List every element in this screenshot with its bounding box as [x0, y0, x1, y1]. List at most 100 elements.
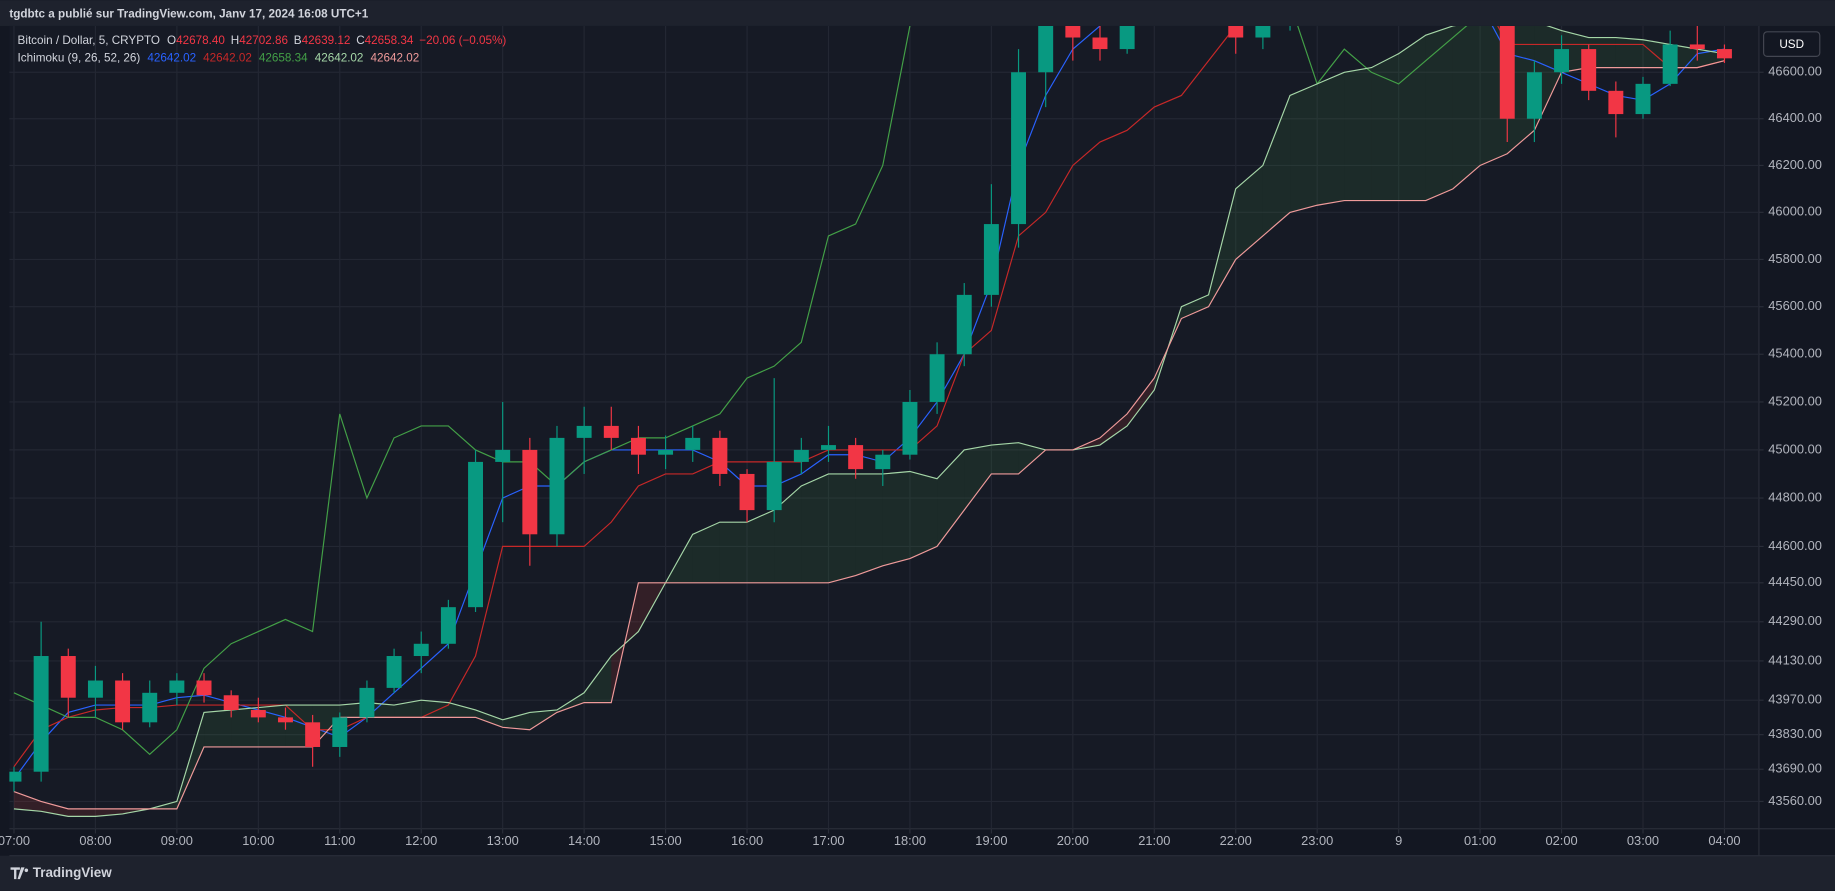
candle-body: [115, 680, 131, 723]
cloud-segment: [421, 700, 449, 718]
cloud-segment: [719, 522, 748, 583]
x-tick-label: 22:00: [1220, 833, 1252, 848]
cloud-segment: [584, 656, 612, 703]
axes: 43560.00 43690.00 43830.00 43970.00 44130.00…: [0, 64, 1822, 848]
candle-body: [1662, 44, 1678, 84]
indicator-name: Ichimoku (9, 26, 52, 26): [18, 52, 141, 65]
candle-body: [929, 354, 945, 402]
cloud-segment: [1371, 53, 1399, 201]
candle-body: [33, 656, 49, 772]
ohlc-value: 42678.40: [176, 34, 225, 47]
y-tick-label: 46600.00: [1768, 64, 1822, 79]
x-tick-label: 23:00: [1301, 833, 1333, 848]
x-tick-label: 20:00: [1057, 833, 1089, 848]
candle-body: [495, 449, 511, 462]
y-tick-label: 46400.00: [1768, 110, 1822, 125]
top-bar: [0, 0, 1835, 26]
currency-label[interactable]: USD: [1779, 38, 1804, 51]
indicator-value: 42642.02: [203, 52, 252, 65]
candle-body: [223, 695, 239, 711]
y-tick-label: 45800.00: [1768, 251, 1822, 266]
cloud-segment: [13, 791, 42, 812]
x-tick-label: 18:00: [894, 833, 926, 848]
cloud-segment: [502, 712, 530, 730]
cloud-segment: [991, 442, 1019, 474]
cloud-segment: [1615, 37, 1643, 68]
y-tick-label: 46000.00: [1768, 204, 1822, 219]
cloud-segment: [1398, 35, 1426, 201]
cloud-segment: [1208, 188, 1236, 307]
cloud-segment: [1018, 442, 1046, 474]
ohlc-value: 42639.12: [302, 34, 351, 47]
y-tick-label: 45000.00: [1768, 441, 1822, 456]
y-tick-label: 43690.00: [1768, 761, 1822, 776]
candle-body: [305, 722, 321, 747]
cloud-segment: [692, 522, 720, 583]
y-tick-label: 45400.00: [1768, 346, 1822, 361]
candle-body: [359, 687, 375, 718]
indicator-line: [13, 25, 1725, 768]
cloud-segment: [204, 710, 232, 747]
cloud-segment: [394, 700, 422, 718]
grid: [9, 25, 1759, 829]
cloud-segment: [231, 707, 259, 747]
candle-body: [1255, 25, 1271, 38]
x-tick-label: 19:00: [975, 833, 1007, 848]
cloud-segment: [1452, 25, 1481, 189]
cloud-segment: [1290, 83, 1318, 213]
candle-body: [250, 710, 266, 718]
publish-header: tgdbtc a publié sur TradingView.com, Jan…: [9, 7, 368, 20]
candle-body: [1689, 44, 1705, 50]
candle-body: [196, 680, 212, 696]
y-tick-label: 44130.00: [1768, 652, 1822, 667]
cloud-segment: [41, 801, 69, 817]
x-tick-label: 07:00: [0, 833, 30, 848]
x-tick-label: 09:00: [161, 833, 193, 848]
candle-body: [278, 717, 293, 723]
candle-body: [848, 445, 864, 470]
cloud-segment: [774, 485, 802, 583]
x-tick-label: 01:00: [1464, 833, 1496, 848]
ohlc-key: H: [231, 34, 239, 47]
symbol-name: Bitcoin / Dollar, 5, CRYPTO: [18, 34, 160, 47]
indicator-value: 42642.02: [315, 52, 364, 65]
candle-body: [739, 473, 755, 511]
indicator-legend: Ichimoku (9, 26, 52, 26) 42642.02 42642.02…: [18, 52, 420, 65]
candle-body: [766, 461, 782, 511]
cloud-segment: [855, 473, 883, 576]
candle-body: [685, 437, 701, 450]
cloud-segment: [448, 702, 476, 718]
candle-body: [793, 449, 809, 462]
cloud-segment: [1099, 413, 1128, 446]
cloud-segment: [1181, 294, 1209, 319]
candle-body: [1554, 49, 1570, 73]
ohlc-key: O: [167, 34, 176, 47]
candle-body: [1526, 72, 1542, 119]
currency-button[interactable]: [1763, 31, 1821, 57]
cloud-segment: [68, 808, 96, 817]
x-tick-label: 15:00: [649, 833, 681, 848]
ichimoku-lines: [13, 25, 1725, 817]
x-tick-label: 03:00: [1627, 833, 1659, 848]
x-tick-label: 17:00: [812, 833, 844, 848]
candle-body: [821, 445, 836, 450]
cloud-segment: [747, 510, 775, 583]
cloud-segment: [475, 710, 503, 728]
candle-body: [1038, 25, 1054, 73]
candle-body: [1282, 25, 1298, 26]
x-tick-label: 16:00: [731, 833, 763, 848]
candle-body: [1608, 90, 1624, 115]
candle-body: [1228, 25, 1244, 38]
indicator-value: 42642.02: [147, 52, 196, 65]
candle-body: [983, 224, 999, 295]
y-tick-label: 43830.00: [1768, 726, 1822, 741]
candle-body: [658, 449, 674, 455]
x-tick-label: 9: [1395, 833, 1402, 848]
candle-body: [440, 607, 456, 644]
cloud-segment: [176, 712, 205, 809]
x-tick-label: 04:00: [1708, 833, 1740, 848]
cloud-segment: [1425, 25, 1453, 201]
ohlc-key: B: [294, 34, 302, 47]
